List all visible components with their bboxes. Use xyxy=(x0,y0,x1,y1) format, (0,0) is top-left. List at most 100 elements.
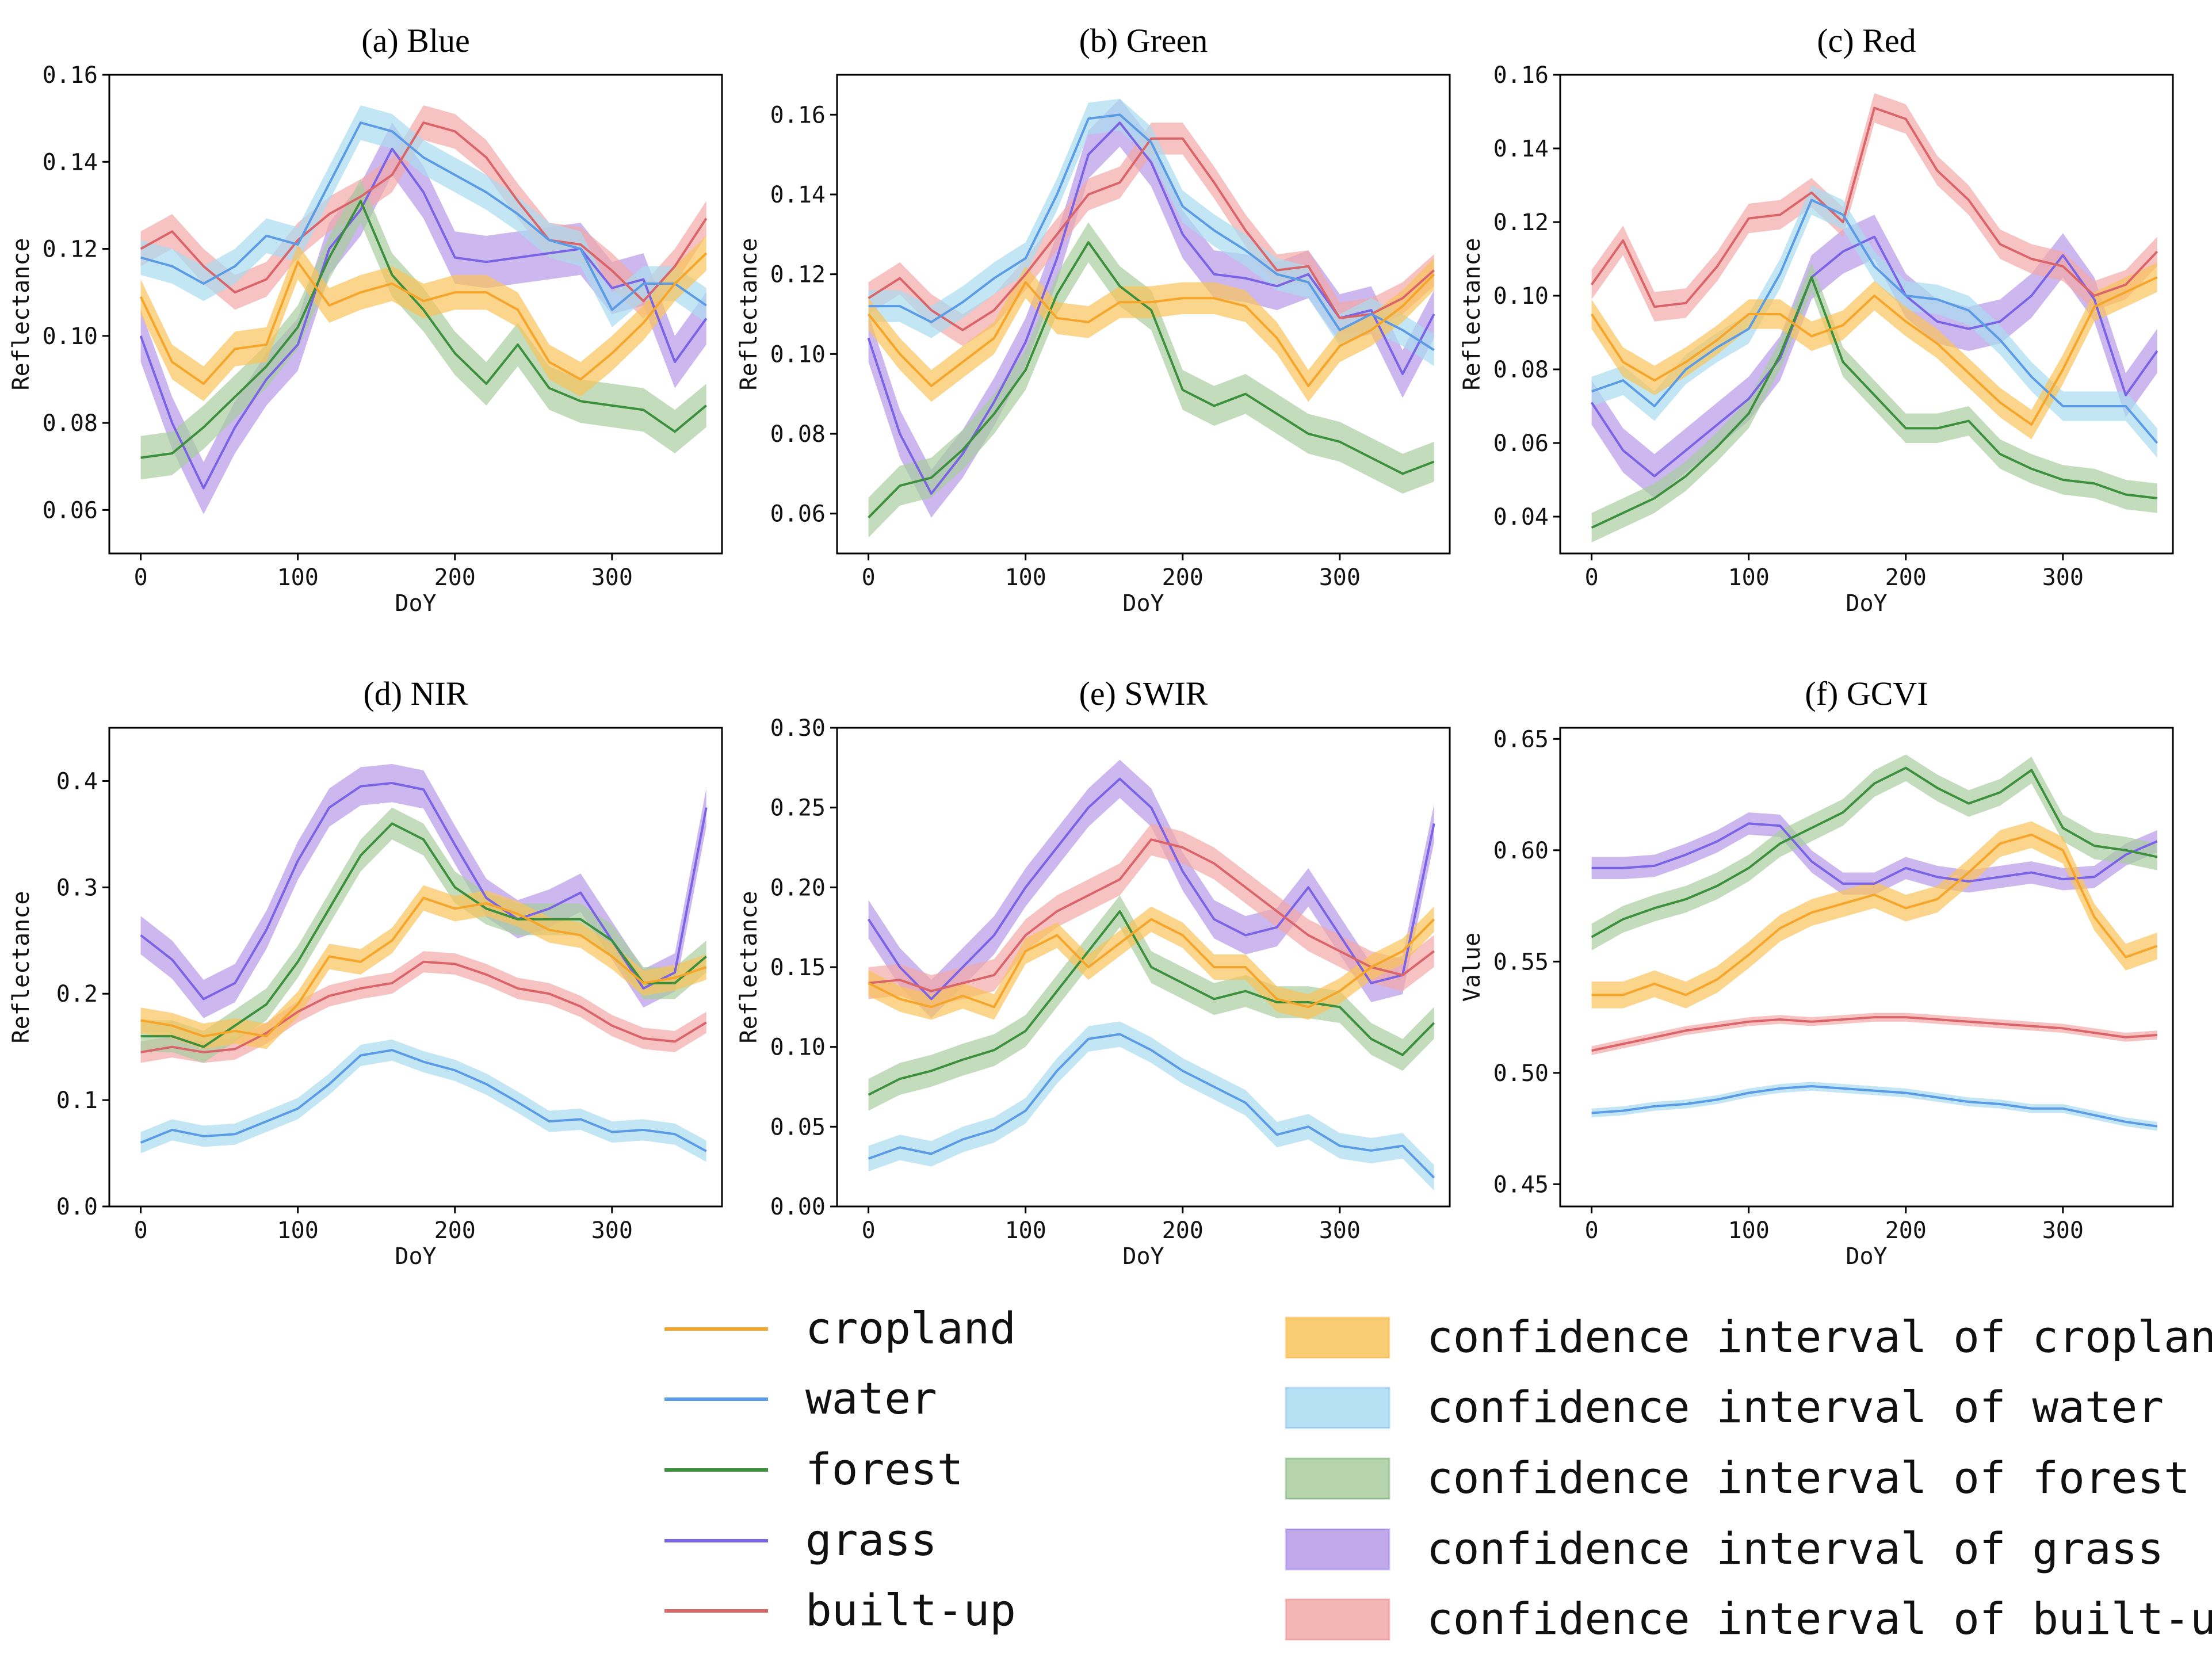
series-line-cropland xyxy=(1590,276,2158,426)
confidence-band-water xyxy=(1591,1082,2157,1131)
confidence-band-built-up xyxy=(1591,1013,2157,1055)
series-line-cropland xyxy=(868,918,1435,1009)
y-tick-label: 0.00 xyxy=(770,1194,826,1220)
y-tick-label: 0.1 xyxy=(56,1087,98,1114)
confidence-band-built-up xyxy=(140,105,706,319)
x-tick-label: 100 xyxy=(1005,564,1046,591)
series-line-built-up xyxy=(1591,1016,2157,1052)
series-line-grass xyxy=(1591,822,2158,885)
series-line-forest xyxy=(1591,766,2158,938)
series-line-cropland xyxy=(868,273,1435,387)
series-line-water xyxy=(1591,1085,2157,1128)
series-line-forest xyxy=(868,241,1435,519)
chart-panel-d-nir: (d) NIR 0 100 200 300 0.0 0.1 0.2 0.3 0.4 DoY Refle… xyxy=(8,675,723,1270)
confidence-band-water xyxy=(140,105,706,327)
y-tick-label: 0.12 xyxy=(1493,209,1549,236)
series-line-water xyxy=(1591,198,2158,444)
series-line-built-up xyxy=(868,838,1435,992)
x-tick-label: 100 xyxy=(1728,1217,1770,1244)
y-tick-label: 0.20 xyxy=(770,874,826,901)
series-line-forest xyxy=(868,910,1435,1096)
chart-panel-a-blue: (a) Blue 0 100 200 300 0.06 0.08 0.10 0.12 0.14 0.… xyxy=(8,22,723,617)
x-tick-label: 300 xyxy=(2042,1217,2084,1244)
series-line-water xyxy=(868,113,1435,352)
y-tick-label: 0.3 xyxy=(56,874,98,901)
y-tick-label: 0.14 xyxy=(1493,136,1549,162)
chart-title: (b) Green xyxy=(1079,22,1208,59)
y-tick-label: 0.04 xyxy=(1493,504,1549,530)
legend-label-forest: forest xyxy=(805,1443,964,1495)
y-axis-label: Reflectance xyxy=(8,891,35,1044)
confidence-band-water xyxy=(140,1039,706,1162)
x-tick-label: 100 xyxy=(277,564,319,591)
legend-label-grass: grass xyxy=(805,1514,937,1565)
legend-band-label-grass: confidence interval of grass xyxy=(1427,1523,2164,1574)
x-axis-label: DoY xyxy=(1846,590,1887,617)
x-tick-label: 200 xyxy=(434,564,476,591)
y-tick-label: 0.16 xyxy=(1493,62,1549,89)
y-tick-label: 0.08 xyxy=(1493,357,1549,383)
legend-label-water: water xyxy=(805,1373,937,1424)
confidence-band-cropland xyxy=(1591,262,2157,440)
x-tick-label: 200 xyxy=(1885,564,1927,591)
plot-frame xyxy=(108,727,723,1208)
series-line-water xyxy=(140,1049,707,1152)
chart-panel-f-gcvi: (f) GCVI 0 100 200 300 0.45 0.50 0.55 0.60 0.65 Do… xyxy=(1459,675,2174,1270)
legend-band-label-forest: confidence interval of forest xyxy=(1427,1452,2190,1503)
chart-panel-b-green: (b) Green 0 100 200 300 0.06 0.08 0.10 0.12 0.14 0… xyxy=(736,22,1451,617)
x-axis-label: DoY xyxy=(1846,1243,1887,1270)
confidence-band-cropland xyxy=(1591,821,2157,1009)
series-line-water xyxy=(868,1033,1435,1179)
series-line-grass xyxy=(1590,235,2158,478)
legend-band-label-cropland: confidence interval of cropland xyxy=(1427,1311,2212,1362)
legend-label-cropland: cropland xyxy=(805,1303,1016,1354)
series-line-grass xyxy=(139,147,708,490)
y-tick-label: 0.14 xyxy=(43,149,98,175)
y-tick-label: 0.16 xyxy=(43,62,98,89)
y-tick-label: 0.08 xyxy=(770,421,826,448)
y-tick-label: 0.06 xyxy=(770,501,826,528)
confidence-band-water xyxy=(868,1021,1434,1191)
confidence-band-cropland xyxy=(868,258,1434,402)
y-axis-label: Value xyxy=(1459,933,1485,1002)
chart-title: (a) Blue xyxy=(361,22,469,59)
confidence-band-built-up xyxy=(868,823,1434,1007)
x-tick-label: 200 xyxy=(1162,564,1204,591)
x-tick-label: 300 xyxy=(591,1217,633,1244)
y-tick-label: 0.15 xyxy=(770,954,826,981)
series-line-grass xyxy=(867,777,1435,1000)
confidence-band-built-up xyxy=(1591,93,2157,322)
y-tick-label: 0.10 xyxy=(770,341,826,368)
y-tick-label: 0.50 xyxy=(1493,1060,1549,1087)
plot-frame xyxy=(836,74,1451,555)
chart-title: (c) Red xyxy=(1817,22,1916,59)
legend-band-grass xyxy=(1285,1528,1390,1571)
y-tick-label: 0.12 xyxy=(770,262,826,288)
y-tick-label: 0.0 xyxy=(56,1194,98,1220)
x-tick-label: 200 xyxy=(1162,1217,1204,1244)
plot-frame xyxy=(1559,74,2174,555)
x-tick-label: 100 xyxy=(1005,1217,1046,1244)
x-axis-label: DoY xyxy=(1122,1243,1164,1270)
series-line-built-up xyxy=(140,121,708,303)
confidence-band-forest xyxy=(140,807,706,1063)
chart-panel-c-red: (c) Red 0 100 200 300 0.04 0.06 0.08 0.10 0.12 0.1… xyxy=(1459,22,2174,617)
x-axis-label: DoY xyxy=(395,1243,436,1270)
y-tick-label: 0.06 xyxy=(1493,430,1549,457)
x-tick-label: 300 xyxy=(1319,564,1361,591)
y-tick-label: 0.10 xyxy=(1493,283,1549,310)
x-tick-label: 0 xyxy=(134,564,148,591)
x-tick-label: 300 xyxy=(1319,1217,1361,1244)
x-tick-label: 0 xyxy=(862,1217,876,1244)
legend-band-cropland xyxy=(1285,1316,1390,1359)
x-tick-label: 300 xyxy=(2042,564,2084,591)
x-tick-label: 300 xyxy=(591,564,633,591)
x-tick-label: 200 xyxy=(434,1217,476,1244)
chart-title: (e) SWIR xyxy=(1079,675,1208,712)
x-tick-label: 200 xyxy=(1885,1217,1927,1244)
x-tick-label: 100 xyxy=(1728,564,1770,591)
plot-frame xyxy=(108,74,723,555)
series-line-built-up xyxy=(140,960,707,1053)
legend-band-forest xyxy=(1285,1457,1390,1500)
